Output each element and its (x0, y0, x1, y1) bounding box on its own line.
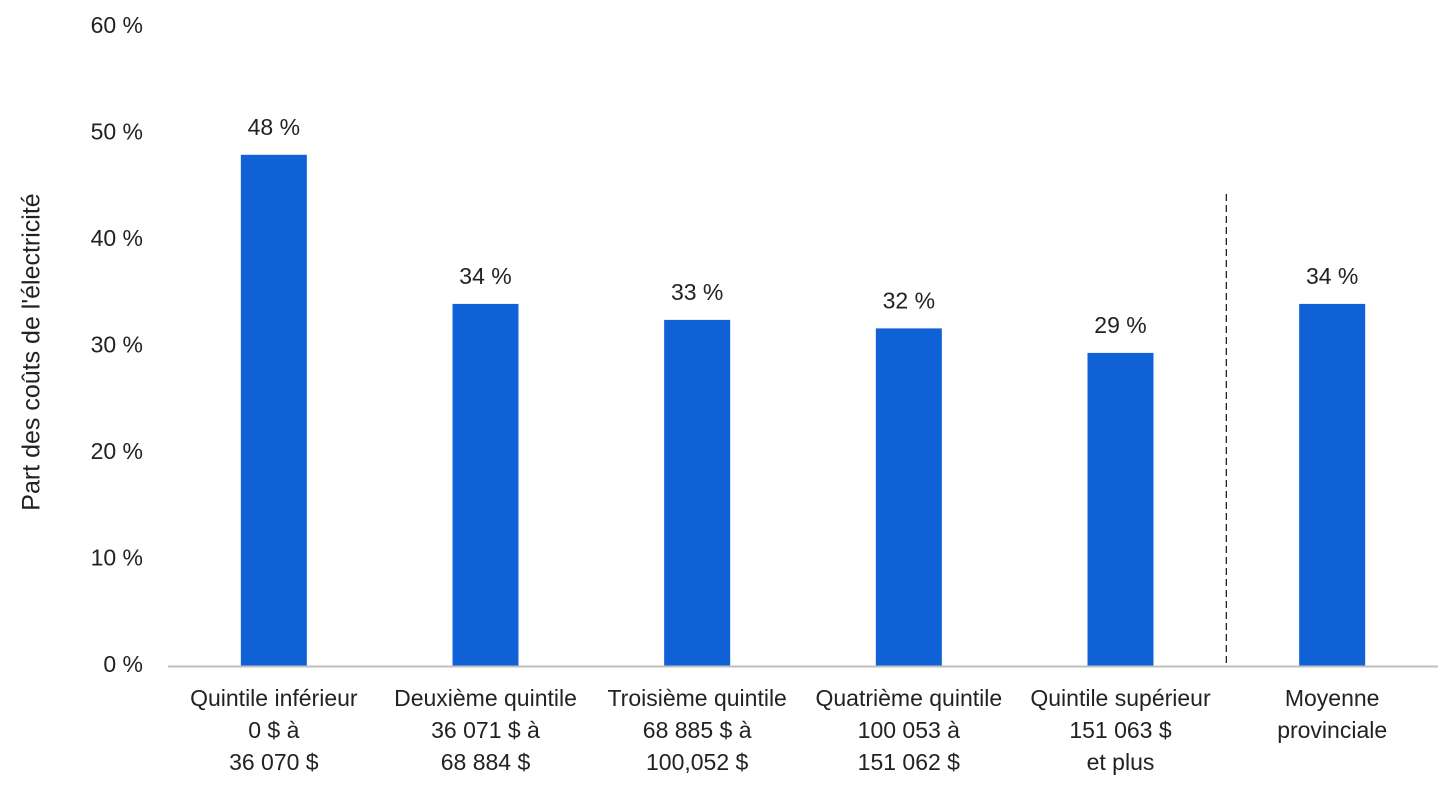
category-label-2-line-0: Troisième quintile (607, 685, 786, 711)
category-label-2-line-2: 100,052 $ (646, 749, 749, 775)
bar-1 (452, 303, 519, 666)
category-label-1-line-0: Deuxième quintile (394, 685, 577, 711)
category-label-5-line-0: Moyenne (1285, 685, 1380, 711)
bars (240, 154, 1366, 667)
category-label-2: Troisième quintile 68 885 $ à 100,052 $ (607, 685, 786, 775)
category-label-0-line-0: Quintile inférieur (190, 685, 358, 711)
y-tick-label-3: 30 % (91, 332, 143, 358)
category-label-0-line-1: 0 $ à (248, 717, 299, 743)
data-label-3: 32 % (883, 287, 935, 313)
y-tick-label-1: 10 % (91, 545, 143, 571)
y-axis-title: Part des coûts de l'électricité (18, 193, 46, 510)
y-axis-ticks: 0 % 10 % 20 % 30 % 40 % 50 % 60 % (91, 12, 143, 677)
category-label-5: Moyenne provinciale (1277, 685, 1387, 743)
category-label-3: Quatrième quintile 100 053 à 151 062 $ (816, 685, 1003, 775)
bar-3 (875, 328, 942, 666)
category-label-4-line-2: et plus (1087, 749, 1155, 775)
data-label-0: 48 % (248, 114, 300, 140)
bar-4 (1087, 352, 1154, 666)
data-label-5: 34 % (1306, 263, 1358, 289)
bar-2 (664, 319, 731, 666)
y-tick-label-0: 0 % (103, 651, 143, 677)
category-label-4-line-0: Quintile supérieur (1030, 685, 1211, 711)
bar-0 (240, 154, 307, 667)
data-label-2: 33 % (671, 279, 723, 305)
category-label-0-line-2: 36 070 $ (229, 749, 319, 775)
y-tick-label-4: 40 % (91, 225, 143, 251)
data-labels: 48 % 34 % 33 % 32 % 29 % 34 % (248, 114, 1359, 338)
y-tick-label-6: 60 % (91, 12, 143, 38)
y-tick-label-5: 50 % (91, 119, 143, 145)
category-labels: Quintile inférieur 0 $ à 36 070 $ Deuxième … (190, 685, 1387, 775)
category-label-4: Quintile supérieur 151 063 $ et plus (1030, 685, 1211, 775)
data-label-4: 29 % (1094, 312, 1146, 338)
y-tick-label-2: 20 % (91, 438, 143, 464)
category-label-1-line-1: 36 071 $ à (431, 717, 540, 743)
category-label-4-line-1: 151 063 $ (1069, 717, 1172, 743)
category-label-2-line-1: 68 885 $ à (643, 717, 752, 743)
category-label-3-line-2: 151 062 $ (858, 749, 961, 775)
category-label-1: Deuxième quintile 36 071 $ à 68 884 $ (394, 685, 577, 775)
category-label-1-line-2: 68 884 $ (441, 749, 531, 775)
bar-5 (1299, 303, 1366, 666)
category-label-3-line-0: Quatrième quintile (816, 685, 1003, 711)
category-label-0: Quintile inférieur 0 $ à 36 070 $ (190, 685, 358, 775)
category-label-3-line-1: 100 053 à (858, 717, 961, 743)
category-label-5-line-1: provinciale (1277, 717, 1387, 743)
data-label-1: 34 % (459, 263, 511, 289)
y-axis-title-group: Part des coûts de l'électricité (18, 193, 46, 510)
